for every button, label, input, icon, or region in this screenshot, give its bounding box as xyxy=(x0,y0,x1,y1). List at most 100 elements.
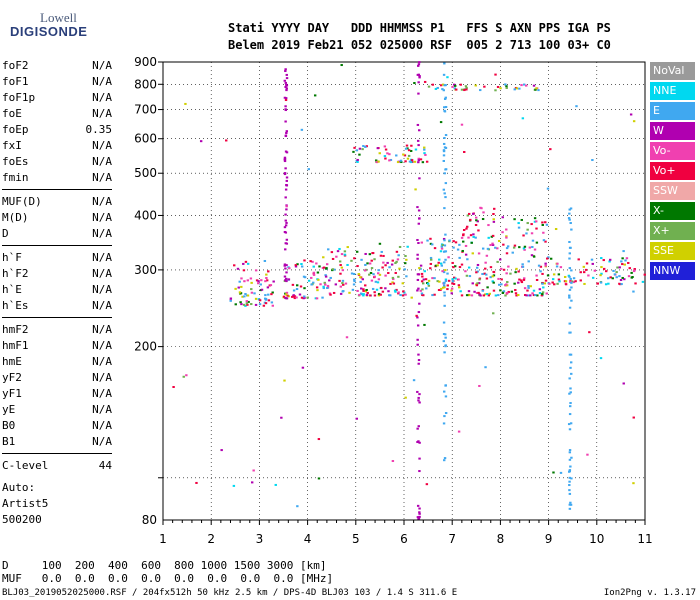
echo-point xyxy=(421,161,425,164)
echo-point xyxy=(370,267,374,270)
echo-column-point xyxy=(285,184,288,187)
stray-echo xyxy=(199,140,203,143)
echo-point xyxy=(436,86,439,89)
echo-point xyxy=(564,280,568,283)
echo-point xyxy=(585,262,589,265)
echo-point xyxy=(404,160,407,163)
echo-point xyxy=(323,281,326,284)
echo-point xyxy=(324,267,328,270)
station-header: Stati YYYY DAY DDD HHMMSS P1 FFS S AXN P… xyxy=(228,20,611,54)
param-name: fmin xyxy=(2,171,29,184)
muf-table: D 100 200 400 600 800 1000 1500 3000 [km… xyxy=(2,559,333,585)
echo-point xyxy=(439,287,443,290)
echo-point xyxy=(377,278,381,281)
echo-point xyxy=(492,281,495,284)
echo-point xyxy=(469,218,472,221)
echo-point xyxy=(421,293,424,296)
echo-column-point xyxy=(285,277,288,280)
echo-point xyxy=(408,160,412,163)
echo-point xyxy=(439,288,442,291)
echo-point xyxy=(476,270,479,273)
echo-point xyxy=(257,280,260,283)
param-value: N/A xyxy=(92,419,112,432)
x-tick-label: 10 xyxy=(589,532,604,546)
echo-point xyxy=(442,271,446,274)
echo-point xyxy=(384,287,387,290)
echo-point xyxy=(504,294,507,297)
echo-point xyxy=(373,294,377,297)
ionogram-chart: 1 2 3 4 5 6 7 8 9 10 11 200 300 400 500 600 700 800 900 80 xyxy=(134,55,653,546)
x-tick-label: 4 xyxy=(304,532,312,546)
echo-point xyxy=(312,273,316,276)
echo-point xyxy=(360,258,363,261)
echo-point xyxy=(532,255,536,258)
echo-point xyxy=(403,268,406,271)
echo-point xyxy=(520,84,523,87)
stray-echo xyxy=(225,139,228,142)
echo-point xyxy=(620,283,623,286)
echo-column-point xyxy=(417,81,420,84)
echo-point xyxy=(420,241,424,244)
echo-point xyxy=(621,263,624,266)
stray-echo xyxy=(172,386,175,389)
echo-column-point xyxy=(416,273,420,276)
echo-point xyxy=(530,223,533,226)
param-value: N/A xyxy=(92,299,112,312)
echo-column-point xyxy=(568,240,571,243)
echo-point xyxy=(533,248,537,251)
echo-point xyxy=(548,282,551,285)
echo-column-point xyxy=(418,177,421,180)
echo-point xyxy=(442,286,445,289)
echo-point xyxy=(267,270,270,273)
echo-point xyxy=(485,293,489,296)
echo-column-point xyxy=(568,451,572,454)
stray-echo xyxy=(446,76,449,79)
echo-point xyxy=(440,247,444,250)
echo-column-point xyxy=(417,517,420,520)
echo-column-point xyxy=(444,258,447,261)
echo-point xyxy=(556,282,559,285)
param-value: N/A xyxy=(92,155,112,168)
echo-column-point xyxy=(570,456,573,459)
echo-point xyxy=(613,273,617,276)
echo-point xyxy=(292,294,295,297)
echo-point xyxy=(292,289,296,292)
echo-column-point xyxy=(569,503,573,506)
echo-column-point xyxy=(444,196,447,199)
echo-point xyxy=(338,260,342,263)
echo-column-point xyxy=(568,267,572,270)
param-value: 44 xyxy=(98,459,112,472)
echo-point xyxy=(423,270,426,273)
echo-point xyxy=(457,284,461,287)
echo-point xyxy=(246,294,250,297)
echo-point xyxy=(615,276,618,279)
echo-point xyxy=(374,159,378,162)
echo-point xyxy=(531,245,534,248)
echo-column-point xyxy=(442,73,446,76)
echo-point xyxy=(529,294,532,297)
echo-point xyxy=(450,287,454,290)
legend-item-vo-: Vo- xyxy=(650,142,695,160)
echo-point xyxy=(530,254,534,257)
echo-point xyxy=(521,265,525,268)
echo-point xyxy=(269,284,273,287)
echo-column-point xyxy=(568,218,571,221)
echo-column-point xyxy=(418,76,421,79)
echo-point xyxy=(451,278,454,281)
echo-point xyxy=(567,274,571,277)
stray-echo xyxy=(317,438,321,441)
param-value: N/A xyxy=(92,139,112,152)
echo-point xyxy=(522,234,525,237)
echo-point xyxy=(523,248,526,251)
echo-point xyxy=(419,158,423,161)
echo-point xyxy=(532,294,536,297)
echo-point xyxy=(433,277,436,280)
echo-point xyxy=(425,287,428,290)
echo-point xyxy=(527,260,530,263)
echo-point xyxy=(468,275,472,278)
echo-point xyxy=(318,265,321,268)
echo-point xyxy=(520,281,524,284)
echo-point xyxy=(334,283,338,286)
echo-point xyxy=(287,278,291,281)
echo-column-point xyxy=(570,477,573,480)
